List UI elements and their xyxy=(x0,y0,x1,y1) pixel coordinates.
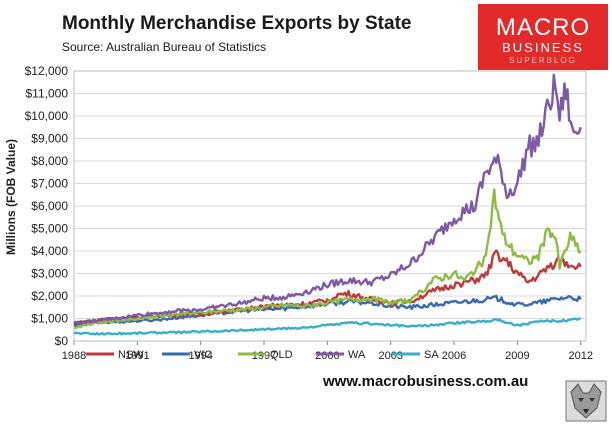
legend-item-nsw: NSW xyxy=(86,349,144,361)
y-tick-label: $7,000 xyxy=(31,177,68,191)
legend-item-wa: WA xyxy=(316,349,366,361)
x-tick-label: 1988 xyxy=(62,350,86,362)
series-line-wa xyxy=(73,73,582,325)
y-tick-label: $2,000 xyxy=(31,289,68,303)
x-tick-label: 2003 xyxy=(378,350,402,362)
chart-source: Source: Australian Bureau of Statistics xyxy=(62,40,266,54)
logo-superblog-text: SUPERBLOG xyxy=(509,56,577,65)
x-tick-label: 2000 xyxy=(315,350,339,362)
y-tick-label: $6,000 xyxy=(31,199,68,213)
x-tick-label: 2012 xyxy=(568,350,592,362)
x-axis: 1988 1991 1994 1997 2000 2003 2006 2009 2012 xyxy=(62,341,593,362)
legend-label: NSW xyxy=(118,349,144,361)
series-line-sa xyxy=(73,317,581,336)
legend-item-qld: QLD xyxy=(238,349,293,361)
legend-label: SA xyxy=(424,349,439,361)
legend-item-sa: SA xyxy=(392,349,439,361)
website-url: www.macrobusiness.com.au xyxy=(322,373,528,390)
series-line-nsw xyxy=(73,249,582,325)
y-tick-label: $4,000 xyxy=(31,244,68,258)
logo-macro-text: MACRO xyxy=(496,14,590,41)
legend-label: VIC xyxy=(194,349,212,361)
y-axis: $0 $1,000 $2,000 $3,000 $4,000 $5,000 $6,000 $7… xyxy=(25,64,69,348)
logo-background xyxy=(478,4,608,70)
y-tick-label: $1,000 xyxy=(31,312,68,326)
x-tick-label: 2006 xyxy=(442,350,466,362)
legend: NSW VIC QLD WA SA xyxy=(86,349,439,361)
legend-label: WA xyxy=(348,349,366,361)
y-tick-label: $10,000 xyxy=(25,109,69,123)
y-axis-label: Millions (FOB Value) xyxy=(4,139,18,255)
y-tick-label: $12,000 xyxy=(25,64,69,78)
wolf-emblem-icon xyxy=(565,380,607,422)
series-lines xyxy=(73,73,582,336)
y-tick-label: $3,000 xyxy=(31,267,68,281)
y-tick-label: $11,000 xyxy=(26,87,69,101)
x-tick-label: 2009 xyxy=(505,350,529,362)
y-tick-label: $9,000 xyxy=(31,132,68,146)
legend-item-vic: VIC xyxy=(162,349,212,361)
legend-label: QLD xyxy=(270,349,293,361)
x-tick-label: 1991 xyxy=(125,350,149,362)
y-tick-label: $8,000 xyxy=(31,154,68,168)
macrobusiness-logo: MACRO BUSINESS SUPERBLOG xyxy=(478,4,608,70)
logo-business-text: BUSINESS xyxy=(502,40,584,55)
y-tick-label: $0 xyxy=(55,334,69,348)
x-tick-label: 1994 xyxy=(188,350,212,362)
chart-title: Monthly Merchandise Exports by State xyxy=(62,13,411,34)
grid xyxy=(74,70,586,342)
plot-frame xyxy=(73,70,587,342)
y-tick-label: $5,000 xyxy=(31,222,68,236)
